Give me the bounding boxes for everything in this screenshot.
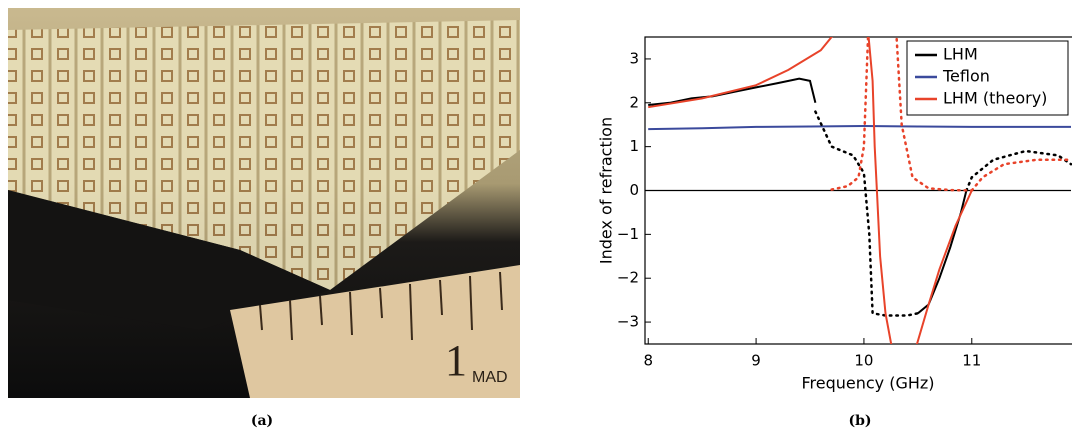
y-tick-label: −1 xyxy=(617,225,639,243)
legend-label: LHM xyxy=(943,45,978,64)
x-tick-label: 9 xyxy=(751,352,761,370)
y-tick-label: 3 xyxy=(629,49,639,67)
x-axis-label: Frequency (GHz) xyxy=(801,374,934,393)
y-tick-label: 1 xyxy=(629,137,639,155)
series-line xyxy=(648,126,1071,129)
y-tick-label: 0 xyxy=(629,181,639,199)
x-tick-label: 10 xyxy=(854,352,873,370)
page: 1 MAD (a) (b) −3 −2 −1 0 1 2 3 8 9 10 11 Frequency … xyxy=(0,0,1072,438)
y-tick-label: 2 xyxy=(629,93,639,111)
y-tick-label: −2 xyxy=(617,269,639,287)
caption: (b) xyxy=(848,413,871,429)
figure: 1 MAD (a) (b) −3 −2 −1 0 1 2 3 8 9 10 11 Frequency … xyxy=(0,0,1072,434)
ruler-label: 1 xyxy=(445,336,467,385)
x-tick-label: 8 xyxy=(643,352,653,370)
caption: (a) xyxy=(251,413,273,429)
series-line xyxy=(815,112,918,316)
chart: −3 −2 −1 0 1 2 3 8 9 10 11 Frequency (GHz) Index of … xyxy=(597,24,1072,393)
series-line xyxy=(916,191,972,349)
ruler-label: MAD xyxy=(472,369,508,386)
x-tick-label: 11 xyxy=(962,352,981,370)
photo: 1 MAD xyxy=(8,8,520,398)
series-line xyxy=(966,151,1071,191)
legend-label: Teflon xyxy=(942,67,990,86)
y-axis-label: Index of refraction xyxy=(597,117,616,264)
series-line xyxy=(832,33,869,190)
series-line xyxy=(918,191,967,314)
y-tick-label: −3 xyxy=(617,313,639,331)
legend-label: LHM (theory) xyxy=(943,89,1047,108)
